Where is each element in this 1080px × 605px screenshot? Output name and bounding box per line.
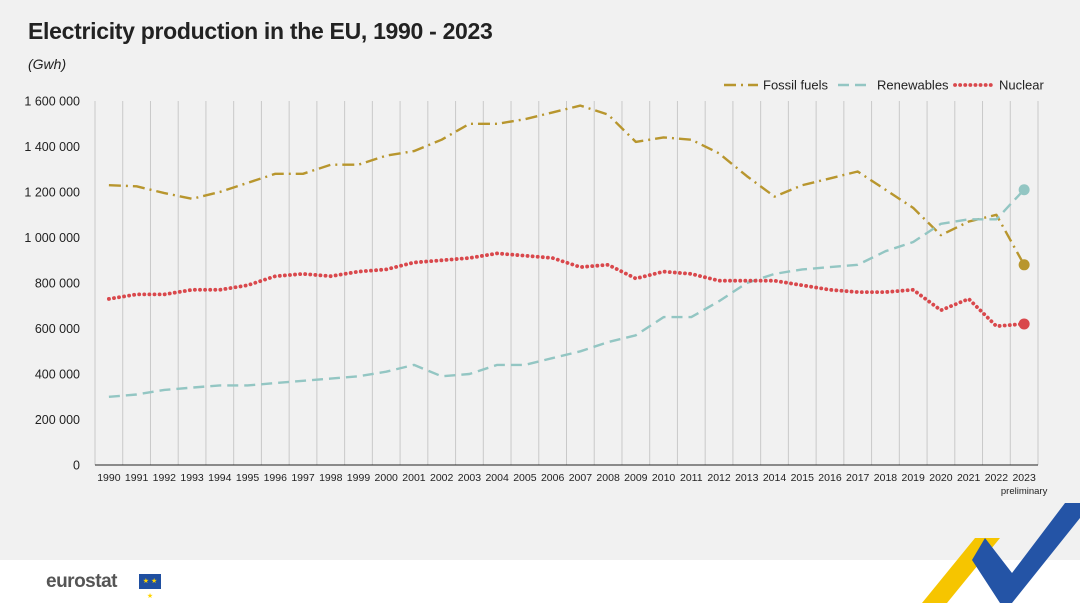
x-tick-label: 2009 (624, 472, 648, 484)
x-tick-label: 2003 (458, 472, 482, 484)
x-tick-label: 1993 (180, 472, 204, 484)
y-tick-label: 1 400 000 (24, 140, 80, 154)
y-tick-label: 800 000 (35, 277, 80, 291)
x-tick-label: 2019 (902, 472, 926, 484)
legend-label: Renewables (877, 78, 949, 93)
x-tick-label: 2008 (596, 472, 620, 484)
x-tick-label: 2000 (375, 472, 399, 484)
x-tick-label: 2005 (513, 472, 537, 484)
x-tick-label: 2021 (957, 472, 981, 484)
x-tick-label: 1991 (125, 472, 149, 484)
x-tick-label: 1992 (153, 472, 177, 484)
x-tick-label: 2004 (485, 472, 509, 484)
grid-lines (94, 101, 1039, 465)
y-tick-label: 400 000 (35, 368, 80, 382)
x-tick-label: 1997 (291, 472, 315, 484)
x-tick-label: 2020 (929, 472, 953, 484)
y-tick-label: 1 200 000 (24, 186, 80, 200)
y-tick-label: 1 000 000 (24, 231, 80, 245)
y-tick-label: 600 000 (35, 322, 80, 336)
x-tick-label: 2012 (707, 472, 731, 484)
series-line-nuclear (107, 251, 1026, 329)
x-tick-label: 2006 (541, 472, 565, 484)
x-tick-label: 2018 (874, 472, 898, 484)
eu-flag-icon: ★ ★ ★ (139, 574, 161, 600)
x-tick-label: 1994 (208, 472, 232, 484)
x-tick-label: 1998 (319, 472, 343, 484)
legend: Fossil fuels Renewables Nuclear (724, 78, 1044, 93)
x-tick-label: 2015 (791, 472, 815, 484)
x-tick-label: 2007 (569, 472, 593, 484)
x-tick-label: 2022 (985, 472, 1009, 484)
series-end-marker (1018, 259, 1030, 271)
x-tick-label: 2001 (402, 472, 426, 484)
x-tick-label: 2011 (680, 472, 703, 484)
x-tick-label: 1996 (264, 472, 288, 484)
series-end-marker (1018, 184, 1030, 196)
series-lines (107, 104, 1030, 398)
x-tick-label: 1999 (347, 472, 371, 484)
legend-label: Fossil fuels (763, 78, 829, 93)
axes: 0 200 000 400 000 600 000 800 000 1 000 000 1 … (24, 95, 1047, 498)
x-tick-label: 2010 (652, 472, 676, 484)
x-tick-label: 2023 (1012, 472, 1036, 484)
legend-label: Nuclear (999, 78, 1044, 93)
x-tick-label: 2017 (846, 472, 870, 484)
x-tick-label: 2016 (818, 472, 842, 484)
y-axis-unit-label: (Gwh) (28, 56, 67, 72)
series-line-fossil-fuels (108, 104, 1026, 266)
eurostat-logo: eurostat (46, 571, 117, 592)
x-tick-label: 2014 (763, 472, 787, 484)
y-tick-label: 0 (73, 459, 80, 473)
series-end-marker (1018, 318, 1030, 330)
series-line-renewables (108, 188, 1025, 398)
y-tick-label: 1 600 000 (24, 95, 80, 109)
x-tick-note: preliminary (1001, 486, 1048, 497)
y-tick-label: 200 000 (35, 413, 80, 427)
chart-title: Electricity production in the EU, 1990 -… (28, 18, 493, 44)
x-tick-label: 2013 (735, 472, 759, 484)
x-tick-label: 1990 (97, 472, 121, 484)
x-tick-label: 1995 (236, 472, 260, 484)
x-tick-label: 2002 (430, 472, 454, 484)
footer-bar (0, 560, 1080, 605)
